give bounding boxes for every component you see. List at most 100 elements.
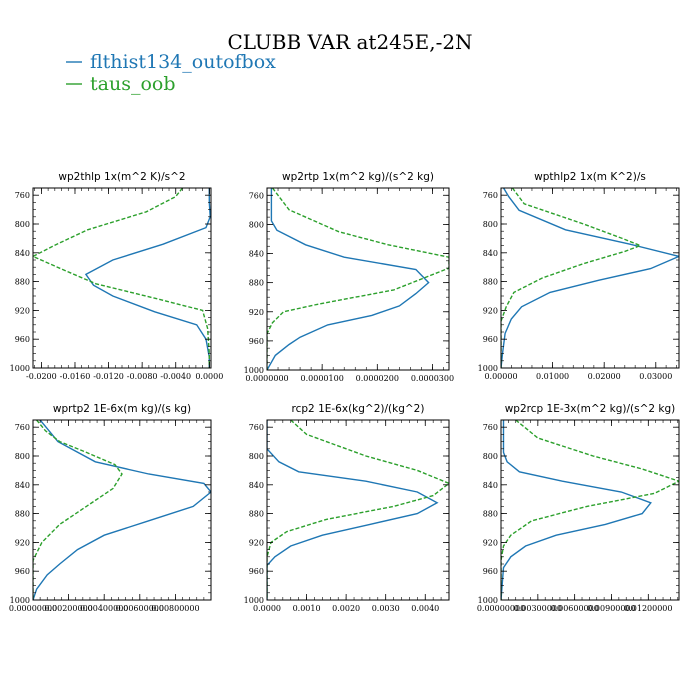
x-tick-label: 0.0000000: [245, 374, 288, 383]
panel-2: wp2rtp 1x(m^2 kg)/(s^2 kg) 760 800 840 880 92…: [244, 171, 454, 383]
x-tick-label: 0.00800000: [151, 604, 199, 613]
y-tick-label: 920: [483, 306, 498, 315]
x-tick-label: 0.0000: [195, 372, 223, 381]
panels: wp2thlp 1x(m^2 K)/s^2 760 800 840 880 920 960 1…: [9, 171, 680, 613]
y-tick-label: 960: [483, 567, 498, 576]
y-tick-label: 1000: [478, 596, 498, 605]
y-tick-label: 800: [249, 220, 264, 229]
y-tick-label: 800: [249, 452, 264, 461]
y-tick-label: 880: [15, 510, 30, 519]
panel-title: wprtp2 1E-6x(m kg)/(s kg): [53, 403, 191, 415]
y-tick-label: 760: [483, 191, 498, 200]
y-tick-label: 800: [483, 452, 498, 461]
y-tick-label: 1000: [10, 596, 30, 605]
series-line-flthist134: [267, 420, 439, 600]
series-line-flthist134: [33, 420, 211, 600]
y-tick-label: 840: [483, 249, 498, 258]
plot-frame: [32, 419, 212, 601]
y-tick-label: 960: [483, 335, 498, 344]
panel-3: wpthlp2 1x(m K^2)/s 760 800 840 880 920 960 100…: [478, 171, 680, 381]
y-tick-label: 920: [483, 538, 498, 547]
y-tick-label: 800: [483, 220, 498, 229]
x-tick-label: 0.0030: [372, 604, 400, 613]
x-tick-label: 0.00400000: [80, 604, 128, 613]
plot-frame: [500, 419, 680, 601]
x-tick-label: 0.0010: [293, 604, 321, 613]
y-tick-label: 920: [249, 538, 264, 547]
panel-5: rcp2 1E-6x(kg^2)/(kg^2) 760 800 840 880 920 96…: [244, 403, 450, 613]
series-line-taus-oob: [267, 420, 449, 600]
y-tick-label: 960: [249, 337, 264, 346]
x-tick-label: -0.0160: [60, 372, 91, 381]
y-tick-label: 840: [249, 481, 264, 490]
series-line-taus-oob: [267, 188, 449, 370]
y-tick-label: 880: [249, 510, 264, 519]
legend: flthist134_outofbox taus_oob: [66, 51, 276, 95]
panel-title: rcp2 1E-6x(kg^2)/(kg^2): [292, 403, 425, 415]
y-tick-label: 760: [249, 191, 264, 200]
series-line-taus-oob: [33, 420, 123, 600]
y-tick-label: 880: [483, 278, 498, 287]
y-tick-label: 840: [483, 481, 498, 490]
series-line-taus-oob: [501, 420, 679, 600]
y-tick-label: 760: [15, 191, 30, 200]
y-tick-label: 760: [249, 423, 264, 432]
x-tick-label: 0.0000200: [356, 374, 399, 383]
x-tick-label: 0.0020: [332, 604, 360, 613]
panel-title: wp2rcp 1E-3x(m^2 kg)/(s^2 kg): [505, 403, 676, 415]
series-line-flthist134: [501, 188, 679, 368]
x-tick-label: 0.00000: [484, 372, 517, 381]
x-tick-label: -0.0120: [93, 372, 124, 381]
y-tick-label: 1000: [478, 364, 498, 373]
x-tick-label: 0.0000100: [301, 374, 344, 383]
x-tick-label: 0.00600000: [116, 604, 164, 613]
plot-frame: [32, 187, 212, 369]
legend-label-flthist134: flthist134_outofbox: [90, 51, 276, 73]
x-tick-label: 0.00000000: [9, 604, 57, 613]
x-tick-label: -0.0200: [26, 372, 57, 381]
x-tick-label: -0.0080: [127, 372, 158, 381]
y-tick-label: 880: [483, 510, 498, 519]
series-line-flthist134: [501, 420, 652, 600]
panel-4: wprtp2 1E-6x(m kg)/(s kg) 760 800 840 880 920…: [9, 403, 212, 613]
x-tick-label: 0.00600000: [550, 604, 598, 613]
plot-frame: [266, 419, 450, 601]
y-tick-label: 840: [249, 250, 264, 259]
x-tick-label: 0.01000: [536, 372, 569, 381]
y-tick-label: 840: [15, 481, 30, 490]
x-tick-label: 0.00000000: [477, 604, 525, 613]
series-line-flthist134: [267, 188, 430, 370]
x-tick-label: -0.0040: [160, 372, 191, 381]
series-line-taus-oob: [501, 188, 643, 368]
x-tick-label: 0.02000: [588, 372, 621, 381]
y-tick-label: 960: [15, 335, 30, 344]
x-tick-label: 0.0000: [253, 604, 281, 613]
y-tick-label: 1000: [244, 366, 264, 375]
y-tick-label: 880: [249, 279, 264, 288]
y-tick-label: 800: [15, 452, 30, 461]
y-tick-label: 760: [15, 423, 30, 432]
panel-title: wpthlp2 1x(m K^2)/s: [534, 171, 646, 183]
y-tick-label: 880: [15, 278, 30, 287]
y-tick-label: 920: [15, 538, 30, 547]
y-tick-label: 1000: [244, 596, 264, 605]
y-tick-label: 920: [249, 308, 264, 317]
panel-title: wp2thlp 1x(m^2 K)/s^2: [58, 171, 185, 183]
x-tick-label: 0.01200000: [624, 604, 672, 613]
figure-title: CLUBB VAR at245E,-2N: [227, 30, 472, 54]
x-tick-label: 0.0040: [411, 604, 439, 613]
legend-label-taus-oob: taus_oob: [90, 73, 176, 95]
x-tick-label: 0.00900000: [587, 604, 635, 613]
x-tick-label: 0.0000300: [411, 374, 454, 383]
panel-title: wp2rtp 1x(m^2 kg)/(s^2 kg): [282, 171, 434, 183]
y-tick-label: 960: [15, 567, 30, 576]
x-tick-label: 0.03000: [639, 372, 672, 381]
y-tick-label: 800: [15, 220, 30, 229]
plot-frame: [500, 187, 680, 369]
x-tick-label: 0.00200000: [44, 604, 92, 613]
y-tick-label: 960: [249, 567, 264, 576]
x-tick-label: 0.00300000: [514, 604, 562, 613]
series-line-flthist134: [84, 188, 211, 368]
panel-6: wp2rcp 1E-3x(m^2 kg)/(s^2 kg) 760 800 840 88…: [477, 403, 680, 613]
